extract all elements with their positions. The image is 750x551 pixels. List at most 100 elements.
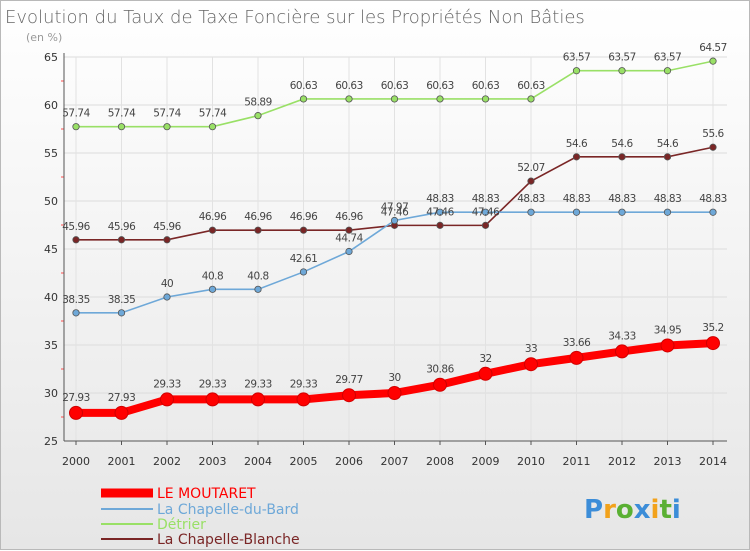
data-point xyxy=(254,226,262,234)
data-point xyxy=(299,268,308,276)
data-label: 57.74 xyxy=(153,108,181,120)
data-point xyxy=(254,285,262,293)
x-tick-label: 2002 xyxy=(153,455,181,468)
data-label: 34.33 xyxy=(608,330,636,342)
data-label: 52.07 xyxy=(517,162,545,174)
logo-letter: t xyxy=(659,495,671,525)
y-tick-label: 60 xyxy=(44,99,58,112)
data-label: 60.63 xyxy=(290,80,318,92)
data-label: 63.57 xyxy=(654,52,682,64)
data-label: 55.6 xyxy=(702,128,724,140)
grid xyxy=(64,56,727,442)
x-tick-label: 2011 xyxy=(563,455,591,468)
data-point xyxy=(709,57,717,65)
data-point xyxy=(117,236,126,244)
data-label: 30.86 xyxy=(426,364,454,376)
chart-subtitle: (en %) xyxy=(26,31,62,44)
logo-letter: x xyxy=(634,495,651,525)
data-label: 29.77 xyxy=(335,374,363,386)
data-label: 35.2 xyxy=(702,322,723,334)
data-label: 60.63 xyxy=(426,80,454,92)
data-label: 48.83 xyxy=(699,193,727,205)
data-point xyxy=(663,208,672,216)
data-label: 27.93 xyxy=(62,392,90,404)
data-label: 47.46 xyxy=(381,206,409,218)
data-point xyxy=(706,336,720,351)
data-label: 34.95 xyxy=(654,324,682,336)
x-tick-label: 2006 xyxy=(335,455,363,468)
data-label: 29.33 xyxy=(244,378,272,390)
data-point xyxy=(524,357,538,372)
data-point xyxy=(205,392,220,407)
legend-label: Détrier xyxy=(157,517,206,533)
data-label: 63.57 xyxy=(608,52,636,64)
data-point xyxy=(163,236,171,244)
proxiti-logo: Proxiti xyxy=(584,495,681,525)
y-tick-label: 30 xyxy=(44,387,58,400)
data-label: 54.6 xyxy=(657,138,679,150)
data-label: 48.83 xyxy=(517,193,545,205)
data-label: 46.96 xyxy=(290,211,318,223)
logo-letter: i xyxy=(672,495,681,525)
data-point xyxy=(572,67,581,75)
data-label: 45.96 xyxy=(108,221,136,233)
series-la-chapelle-du-bard xyxy=(72,208,717,317)
data-point xyxy=(390,216,399,225)
data-label: 54.6 xyxy=(611,138,633,150)
data-point xyxy=(572,208,581,216)
data-point xyxy=(618,153,626,161)
data-point xyxy=(618,67,626,75)
x-tick-label: 2009 xyxy=(472,455,500,468)
data-point xyxy=(660,338,675,353)
x-tick-label: 2003 xyxy=(199,455,227,468)
data-label: 40 xyxy=(161,278,173,290)
logo-letter: r xyxy=(603,495,616,525)
data-label: 60.63 xyxy=(517,80,545,92)
data-label: 64.57 xyxy=(699,42,727,54)
data-point xyxy=(208,285,217,293)
data-label: 29.33 xyxy=(153,378,181,390)
data-label: 48.83 xyxy=(426,193,454,205)
data-point xyxy=(114,405,129,420)
data-label: 60.63 xyxy=(472,80,500,92)
data-label: 40.8 xyxy=(247,270,268,282)
data-label: 58.89 xyxy=(244,97,272,109)
data-point xyxy=(345,247,353,256)
data-point xyxy=(572,153,581,161)
data-label: 30 xyxy=(388,372,400,384)
x-tick-label: 2008 xyxy=(426,455,454,468)
y-tick-label: 65 xyxy=(44,51,58,64)
data-point xyxy=(436,221,444,229)
data-point xyxy=(296,392,311,407)
data-label: 46.96 xyxy=(244,211,272,223)
data-point xyxy=(481,95,490,103)
data-point xyxy=(527,177,535,185)
data-label: 42.61 xyxy=(290,253,318,265)
data-point xyxy=(208,226,217,234)
y-tick-label: 40 xyxy=(44,291,58,304)
x-tick-label: 2001 xyxy=(108,455,136,468)
series-d-trier xyxy=(72,57,717,131)
data-label: 45.96 xyxy=(153,221,181,233)
data-point xyxy=(72,309,80,317)
data-label: 48.83 xyxy=(472,193,500,205)
data-label: 27.93 xyxy=(108,392,136,404)
data-point xyxy=(342,388,356,403)
data-label: 33.66 xyxy=(563,337,591,349)
data-point xyxy=(569,350,584,365)
axes: 25 30 35 40 45 50 55 60 65 2000 2001 2002 2003 2004 20… xyxy=(44,51,727,468)
logo-letter: o xyxy=(616,495,634,525)
data-point xyxy=(663,153,672,161)
data-label: 46.96 xyxy=(199,211,227,223)
data-label: 45.96 xyxy=(62,221,90,233)
data-point xyxy=(345,226,353,234)
logo-letter: i xyxy=(651,495,660,525)
x-tick-label: 2010 xyxy=(517,455,545,468)
data-point xyxy=(433,377,447,392)
data-label: 48.83 xyxy=(563,193,591,205)
data-label: 40.8 xyxy=(202,270,223,282)
legend-label: La Chapelle-Blanche xyxy=(157,532,300,548)
x-tick-label: 2014 xyxy=(699,455,727,468)
